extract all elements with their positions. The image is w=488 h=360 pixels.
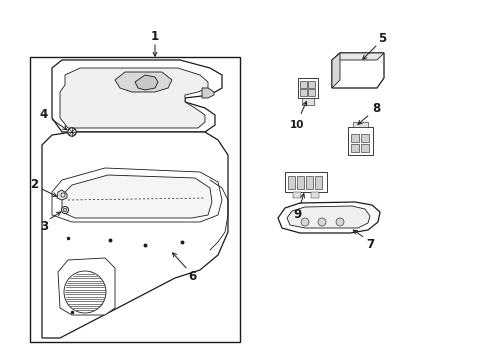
Polygon shape xyxy=(331,53,383,88)
Bar xyxy=(350,134,358,142)
Polygon shape xyxy=(135,75,158,90)
Bar xyxy=(299,89,306,96)
Bar xyxy=(352,122,367,127)
Bar xyxy=(30,57,240,342)
Bar xyxy=(360,144,368,152)
Text: 10: 10 xyxy=(289,120,304,130)
Bar xyxy=(302,98,313,105)
Polygon shape xyxy=(52,60,222,132)
Polygon shape xyxy=(331,53,383,60)
Circle shape xyxy=(61,193,65,197)
Bar xyxy=(297,78,317,98)
Text: 7: 7 xyxy=(365,238,373,251)
Polygon shape xyxy=(115,72,172,92)
Circle shape xyxy=(61,207,68,213)
Polygon shape xyxy=(57,190,67,200)
Circle shape xyxy=(64,271,106,313)
Bar xyxy=(347,127,372,155)
Polygon shape xyxy=(278,202,379,233)
Text: 3: 3 xyxy=(40,220,48,234)
Bar xyxy=(310,192,318,198)
Circle shape xyxy=(68,128,76,136)
Circle shape xyxy=(317,218,325,226)
Bar xyxy=(299,81,306,88)
Polygon shape xyxy=(42,132,227,338)
Polygon shape xyxy=(62,175,212,218)
Polygon shape xyxy=(58,258,115,315)
Bar xyxy=(305,176,312,189)
Text: 9: 9 xyxy=(292,207,301,220)
Polygon shape xyxy=(331,53,339,88)
Circle shape xyxy=(335,218,343,226)
Bar xyxy=(292,192,301,198)
Text: 5: 5 xyxy=(377,31,386,45)
Bar xyxy=(287,176,294,189)
Bar xyxy=(350,144,358,152)
Bar xyxy=(285,172,326,192)
Text: 4: 4 xyxy=(40,108,48,121)
Polygon shape xyxy=(202,88,214,98)
Polygon shape xyxy=(52,168,222,222)
Text: 2: 2 xyxy=(30,177,38,190)
Text: 8: 8 xyxy=(371,102,379,114)
Bar xyxy=(307,89,314,96)
Bar xyxy=(307,81,314,88)
Circle shape xyxy=(301,218,308,226)
Bar xyxy=(314,176,321,189)
Text: 6: 6 xyxy=(187,270,196,283)
Polygon shape xyxy=(286,206,369,228)
Circle shape xyxy=(63,208,67,212)
Bar xyxy=(360,134,368,142)
Bar xyxy=(296,176,304,189)
Text: 1: 1 xyxy=(151,30,159,42)
Polygon shape xyxy=(60,68,207,128)
